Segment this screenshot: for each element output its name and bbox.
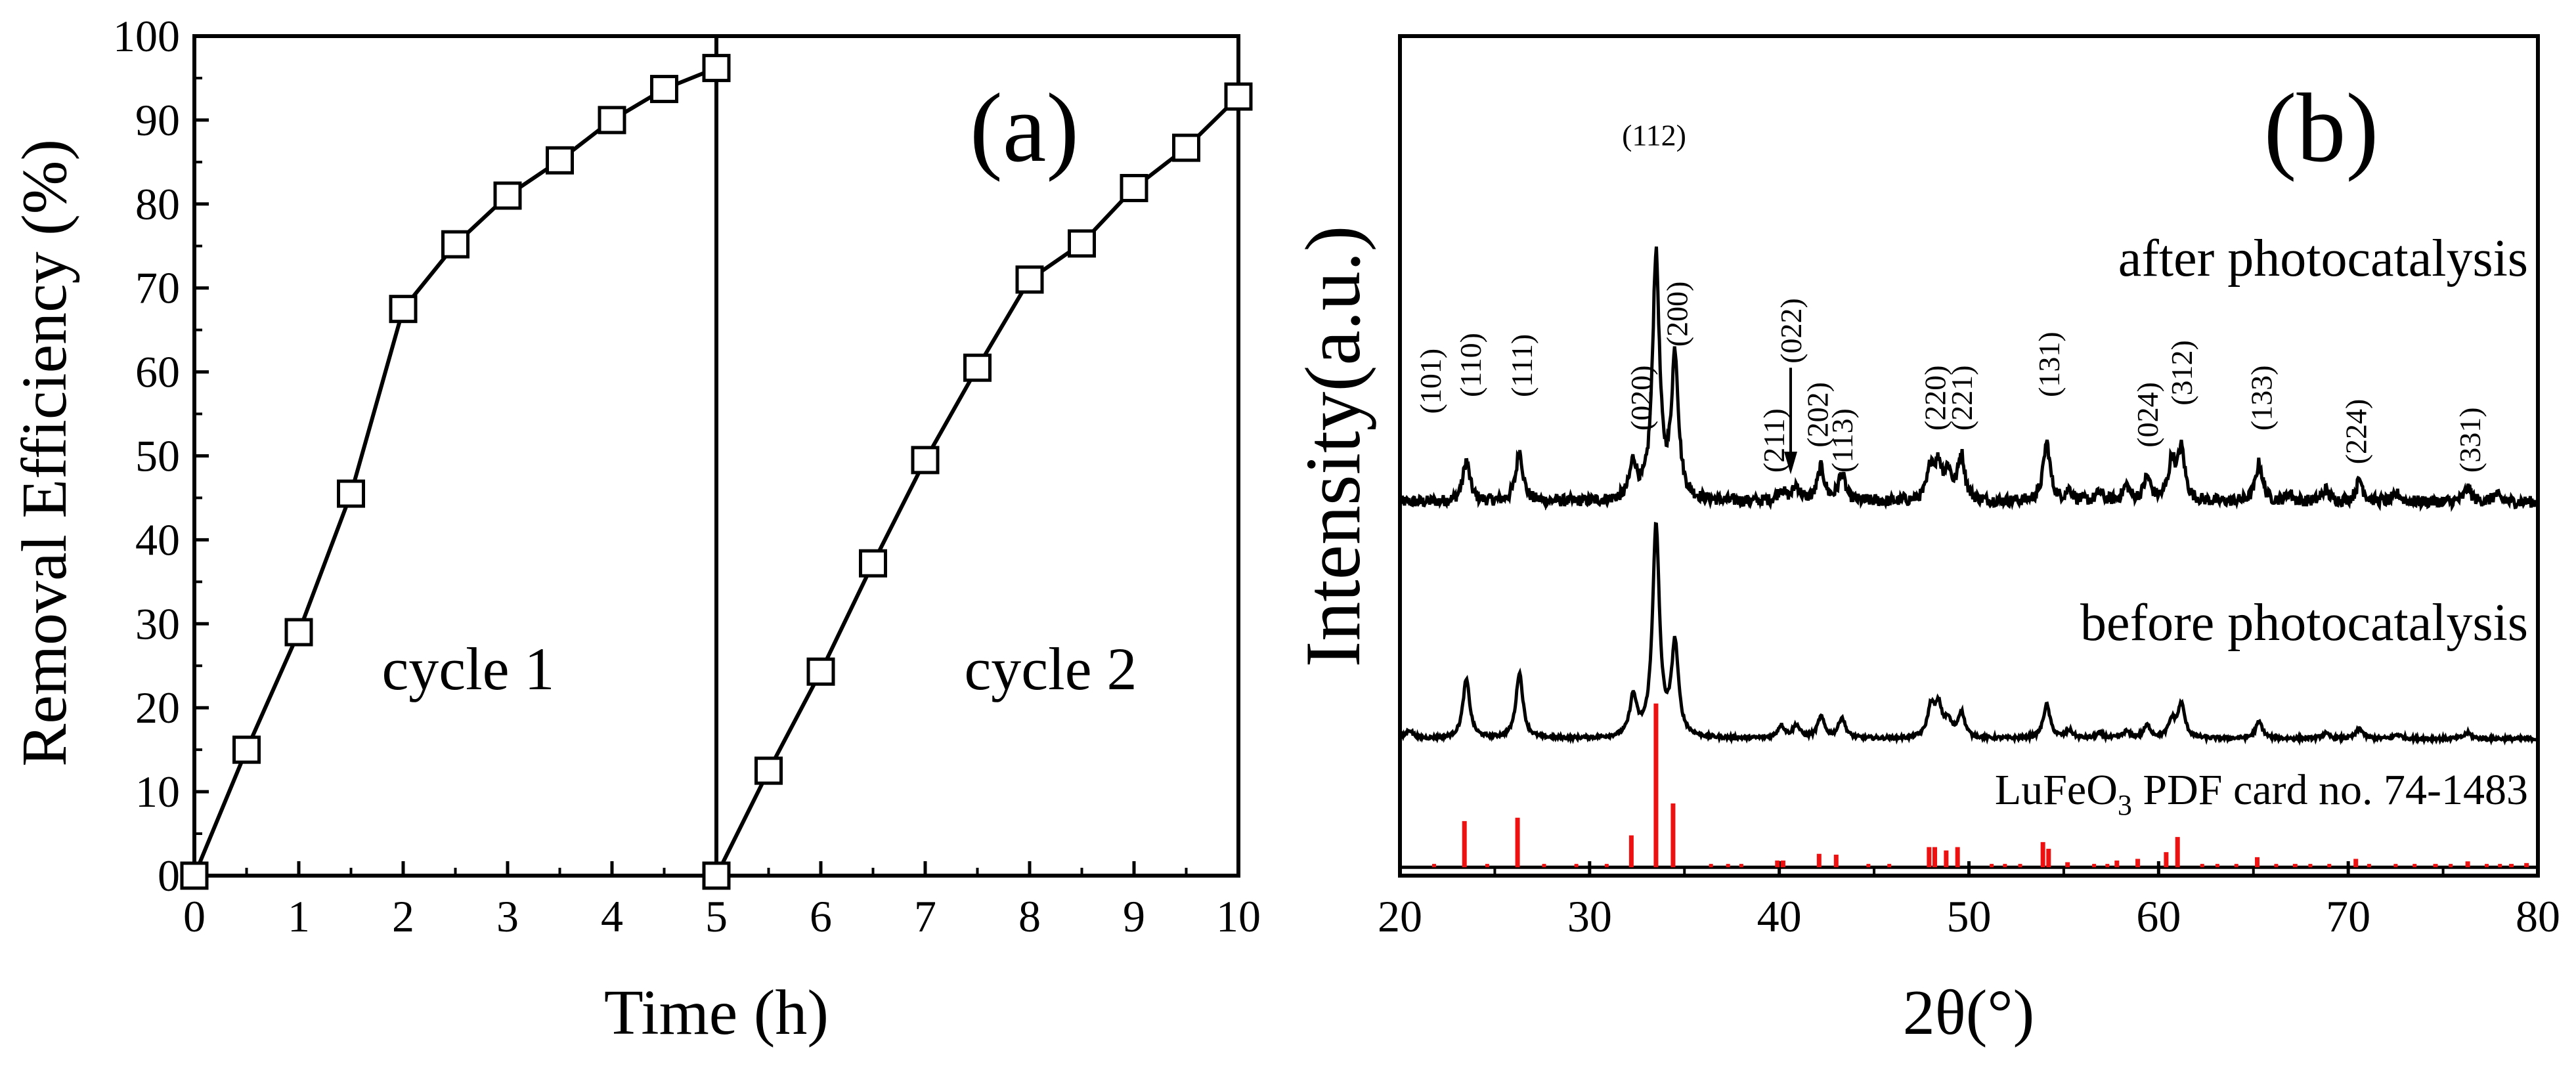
cycle-1-marker	[702, 54, 731, 83]
hkl-label: (111)	[1505, 334, 1539, 397]
cycle-2-label: cycle 2	[964, 635, 1137, 702]
after-photocatalysis-label: after photocatalysis	[2118, 230, 2528, 288]
hkl-label: (220)	[1919, 365, 1952, 431]
hkl-arrow-head	[1783, 452, 1797, 475]
x-tick-label: 5	[705, 891, 728, 941]
y-tick-label: 50	[135, 431, 180, 481]
after-photocatalysis-pattern	[1398, 246, 2539, 513]
x-tick-label: 8	[1018, 891, 1041, 941]
cycle-2-marker	[702, 861, 731, 890]
x-tick-label: 7	[914, 891, 936, 941]
y-tick-label: 10	[135, 767, 180, 817]
panel-b-x-axis-title: 2θ(°)	[1903, 977, 2034, 1048]
cycle-1-marker	[546, 146, 574, 175]
cycle-2-marker	[911, 446, 940, 475]
cycle-1-marker	[284, 618, 313, 647]
x-tick-label: 3	[496, 891, 519, 941]
panel-b: 20 30 40 50 60 70 80 (101) (110) (111) (020) (112)…	[1289, 34, 2560, 1048]
x-tick-label: 0	[183, 891, 206, 941]
y-tick-label: 90	[135, 95, 180, 145]
hkl-label: (112)	[1622, 118, 1686, 152]
x-tick-label: 9	[1123, 891, 1145, 941]
cycle-1-marker	[650, 75, 678, 104]
panel-b-label: (b)	[2264, 74, 2379, 182]
hkl-label: (202)	[1801, 382, 1834, 448]
hkl-label: (221)	[1945, 365, 1978, 431]
panel-b-y-axis-title: Intensity(a.u.)	[1289, 225, 1376, 667]
cycle-2-marker	[1120, 173, 1148, 202]
before-photocatalysis-label: before photocatalysis	[2080, 594, 2528, 652]
cycle-1-marker	[180, 861, 209, 890]
cycle-2-marker	[963, 353, 992, 382]
hkl-label: (131)	[2032, 331, 2066, 397]
hkl-label: (133)	[2244, 365, 2278, 431]
cycle-1-label: cycle 1	[382, 635, 554, 702]
x-tick-label: 6	[810, 891, 832, 941]
cycle-2-marker	[1068, 229, 1096, 258]
hkl-label: (331)	[2453, 407, 2487, 473]
cycle-2-marker	[1224, 82, 1253, 111]
pdf-reference-sticks	[1400, 703, 2538, 869]
cycle-2-marker	[859, 549, 887, 578]
hkl-labels: (101) (110) (111) (020) (112) (200) (211) (022)…	[1414, 118, 2487, 475]
x-tick-label: 2	[392, 891, 414, 941]
cycle-1-marker	[232, 735, 261, 764]
y-tick-label: 60	[135, 347, 180, 397]
panel-a-x-axis-title: Time (h)	[604, 977, 829, 1048]
panel-a-label: (a)	[970, 74, 1079, 182]
x-tick-label: 20	[1378, 891, 1422, 941]
cycle-2-marker	[754, 756, 783, 785]
x-tick-label: 10	[1216, 891, 1261, 941]
pdf-card-label: LuFeO3 PDF card no. 74-1483	[1995, 766, 2528, 821]
cycle-1-marker	[493, 181, 522, 210]
cycle-1-line	[192, 66, 718, 877]
x-tick-label: 1	[288, 891, 310, 941]
y-tick-label: 40	[135, 515, 180, 565]
hkl-label: (024)	[2131, 382, 2164, 448]
hkl-label: (020)	[1625, 365, 1658, 431]
y-tick-label: 80	[135, 179, 180, 229]
x-tick-label: 80	[2516, 891, 2560, 941]
hkl-label: (110)	[1454, 333, 1487, 397]
y-tick-label: 70	[135, 263, 180, 313]
x-tick-label: 60	[2136, 891, 2181, 941]
y-tick-label: 0	[158, 851, 180, 901]
y-tick-label: 20	[135, 683, 180, 733]
cycle-2-line	[714, 95, 1240, 877]
y-tick-label: 100	[113, 11, 180, 61]
y-tick-label: 30	[135, 599, 180, 649]
cycle-1-marker	[598, 106, 626, 135]
hkl-label: (224)	[2340, 399, 2373, 465]
panel-a-y-axis-title: Removal Efficiency (%)	[9, 139, 80, 767]
cycle-1-marker	[441, 230, 469, 259]
before-photocatalysis-pattern	[1398, 522, 2539, 746]
hkl-label: (200)	[1661, 282, 1694, 347]
hkl-label: (211)	[1757, 408, 1791, 473]
hkl-label: (022)	[1774, 298, 1808, 364]
cycle-2-marker	[1172, 133, 1200, 162]
panel-b-ticks: 20 30 40 50 60 70 80	[1378, 861, 2560, 941]
x-tick-label: 70	[2326, 891, 2370, 941]
cycle-1-marker	[337, 479, 365, 508]
x-tick-label: 30	[1567, 891, 1612, 941]
cycle-2-marker	[1015, 265, 1044, 294]
cycle-1-marker	[389, 295, 418, 324]
hkl-label: (101)	[1414, 349, 1447, 414]
x-tick-label: 40	[1757, 891, 1802, 941]
x-tick-label: 4	[601, 891, 623, 941]
hkl-label: (312)	[2165, 340, 2198, 406]
panel-a-markers	[180, 54, 1253, 890]
x-tick-label: 50	[1947, 891, 1992, 941]
hkl-label: (113)	[1825, 408, 1859, 473]
cycle-2-marker	[806, 657, 835, 686]
